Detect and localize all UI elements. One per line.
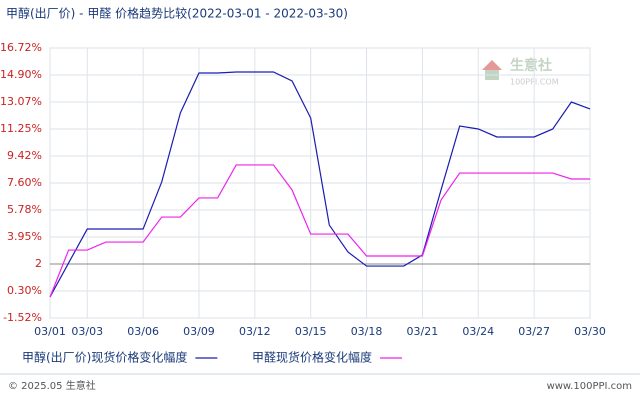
y-tick-label: 9.42%: [7, 149, 42, 162]
x-tick-label: 03/09: [183, 325, 215, 338]
x-tick-label: 03/30: [574, 325, 606, 338]
y-tick-label: 0.30%: [7, 284, 42, 297]
y-tick-label: -1.52%: [3, 311, 42, 324]
x-tick-label: 03/03: [71, 325, 103, 338]
series-line: [49, 71, 591, 298]
y-tick-label: 2: [35, 257, 42, 270]
x-tick-label: 03/24: [462, 325, 494, 338]
x-tick-label: 03/06: [127, 325, 159, 338]
y-tick-label: 16.72%: [0, 41, 42, 54]
watermark-name: 生意社: [510, 57, 552, 74]
series-line: [49, 164, 590, 298]
logo-roof: [482, 60, 502, 70]
chart-title: 甲醇(出厂价) - 甲醛 价格趋势比较(2022-03-01 - 2022-03…: [6, 6, 348, 21]
x-tick-label: 03/21: [407, 325, 439, 338]
y-tick-label: 3.95%: [7, 230, 42, 243]
x-tick-label: 03/12: [239, 325, 271, 338]
y-tick-label: 14.90%: [0, 68, 42, 81]
y-tick-label: 13.07%: [0, 95, 42, 108]
legend-label: 甲醛现货价格变化幅度: [252, 350, 372, 365]
footer-url: www.100PPI.com: [547, 381, 632, 392]
y-tick-label: 5.78%: [7, 203, 42, 216]
y-tick-label: 11.25%: [0, 122, 42, 135]
y-tick-label: 7.60%: [7, 176, 42, 189]
x-tick-label: 03/18: [351, 325, 383, 338]
x-tick-label: 03/15: [295, 325, 327, 338]
legend-label: 甲醇(出厂价)现货价格变化幅度: [22, 350, 187, 365]
footer-copyright: © 2025.05 生意社: [8, 379, 96, 392]
x-tick-label: 03/01: [34, 325, 66, 338]
x-tick-label: 03/27: [518, 325, 550, 338]
